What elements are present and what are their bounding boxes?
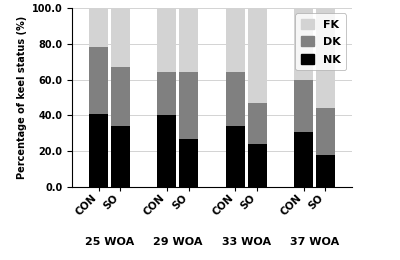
Bar (111, 126, 130, 187)
Bar (89, 8, 108, 47)
Text: 33 WOA: 33 WOA (222, 237, 271, 248)
Text: 25 WOA: 25 WOA (85, 237, 134, 248)
Bar (226, 126, 245, 187)
Bar (316, 8, 335, 108)
Bar (179, 8, 198, 72)
Bar (248, 103, 267, 144)
Bar (226, 72, 245, 126)
Bar (248, 144, 267, 187)
Bar (294, 80, 313, 132)
Bar (179, 72, 198, 139)
Bar (157, 8, 176, 72)
Bar (316, 108, 335, 155)
Bar (89, 47, 108, 114)
Bar (294, 132, 313, 187)
Bar (111, 8, 130, 67)
Y-axis label: Percentage of keel status (%): Percentage of keel status (%) (17, 16, 27, 179)
Bar (89, 114, 108, 187)
Bar (157, 72, 176, 115)
Bar (294, 8, 313, 80)
Bar (111, 67, 130, 126)
Bar (157, 115, 176, 187)
Legend: FK, DK, NK: FK, DK, NK (295, 13, 346, 70)
Text: 29 WOA: 29 WOA (153, 237, 203, 248)
Bar (248, 8, 267, 103)
Bar (316, 155, 335, 187)
Bar (179, 139, 198, 187)
Text: 37 WOA: 37 WOA (290, 237, 339, 248)
Bar (226, 8, 245, 72)
